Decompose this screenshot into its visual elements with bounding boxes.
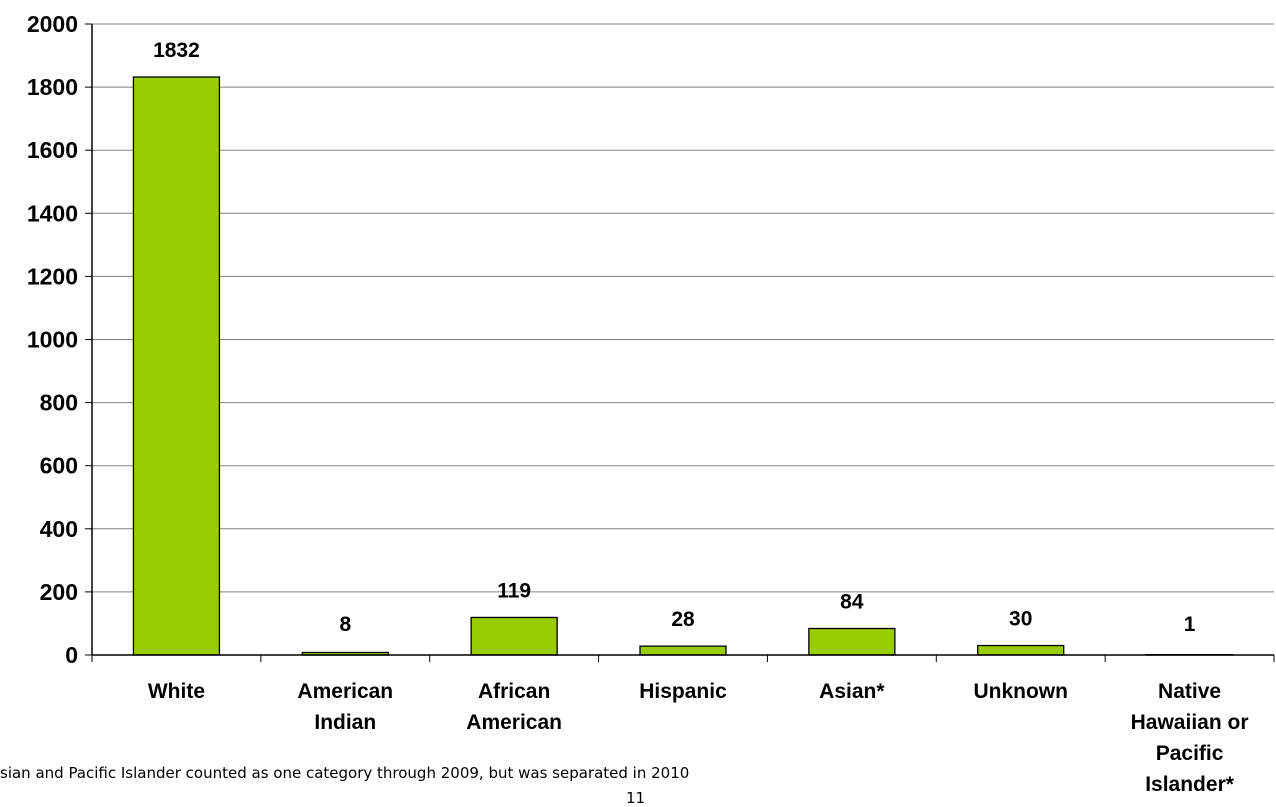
bars xyxy=(133,77,1232,655)
x-tick-label: Hispanic xyxy=(639,680,727,703)
x-tick-label: Unknown xyxy=(973,680,1068,703)
x-tick-label: Hawaiian or xyxy=(1131,711,1249,734)
y-tick-label: 1600 xyxy=(27,137,78,163)
bar xyxy=(809,628,895,655)
y-tick-label: 1000 xyxy=(27,327,78,353)
data-label: 1832 xyxy=(153,39,200,62)
data-labels: 1832 8 119 28 84 30 1 xyxy=(153,39,1196,636)
data-label: 28 xyxy=(671,608,695,631)
y-tick-label: 1400 xyxy=(27,200,78,226)
x-tick-label: Native xyxy=(1158,680,1221,703)
data-label: 119 xyxy=(497,579,531,602)
x-tick-label: American xyxy=(297,680,393,703)
data-label: 30 xyxy=(1009,608,1032,631)
y-tick-label: 400 xyxy=(40,516,78,542)
y-tick-label: 1800 xyxy=(27,74,78,100)
page-number: 11 xyxy=(626,789,645,807)
bar xyxy=(133,77,219,655)
bar xyxy=(640,646,726,655)
x-tick-label: African xyxy=(478,680,550,703)
x-tick-label: American xyxy=(466,711,562,734)
bar xyxy=(471,617,557,655)
x-tick-label: Islander* xyxy=(1145,773,1235,796)
data-label: 84 xyxy=(840,590,864,613)
x-tick-label: White xyxy=(148,680,205,703)
y-tick-label: 0 xyxy=(65,642,78,668)
gridlines xyxy=(92,24,1274,592)
x-tick-label: Asian* xyxy=(819,680,885,703)
axes xyxy=(85,24,1274,662)
data-label: 1 xyxy=(1184,613,1196,636)
x-tick-label: Indian xyxy=(314,711,376,734)
y-tick-label: 1200 xyxy=(27,263,78,289)
y-tick-label: 800 xyxy=(40,390,78,416)
y-tick-label: 600 xyxy=(40,453,78,479)
y-tick-labels: 0 200 400 600 800 1000 1200 1400 1600 1800 2000 xyxy=(27,11,78,668)
x-tick-label: Pacific xyxy=(1156,742,1224,765)
y-tick-label: 200 xyxy=(40,579,78,605)
y-tick-label: 2000 xyxy=(27,11,78,37)
footnote: sian and Pacific Islander counted as one… xyxy=(0,764,689,782)
bar xyxy=(978,646,1064,655)
data-label: 8 xyxy=(339,613,351,636)
